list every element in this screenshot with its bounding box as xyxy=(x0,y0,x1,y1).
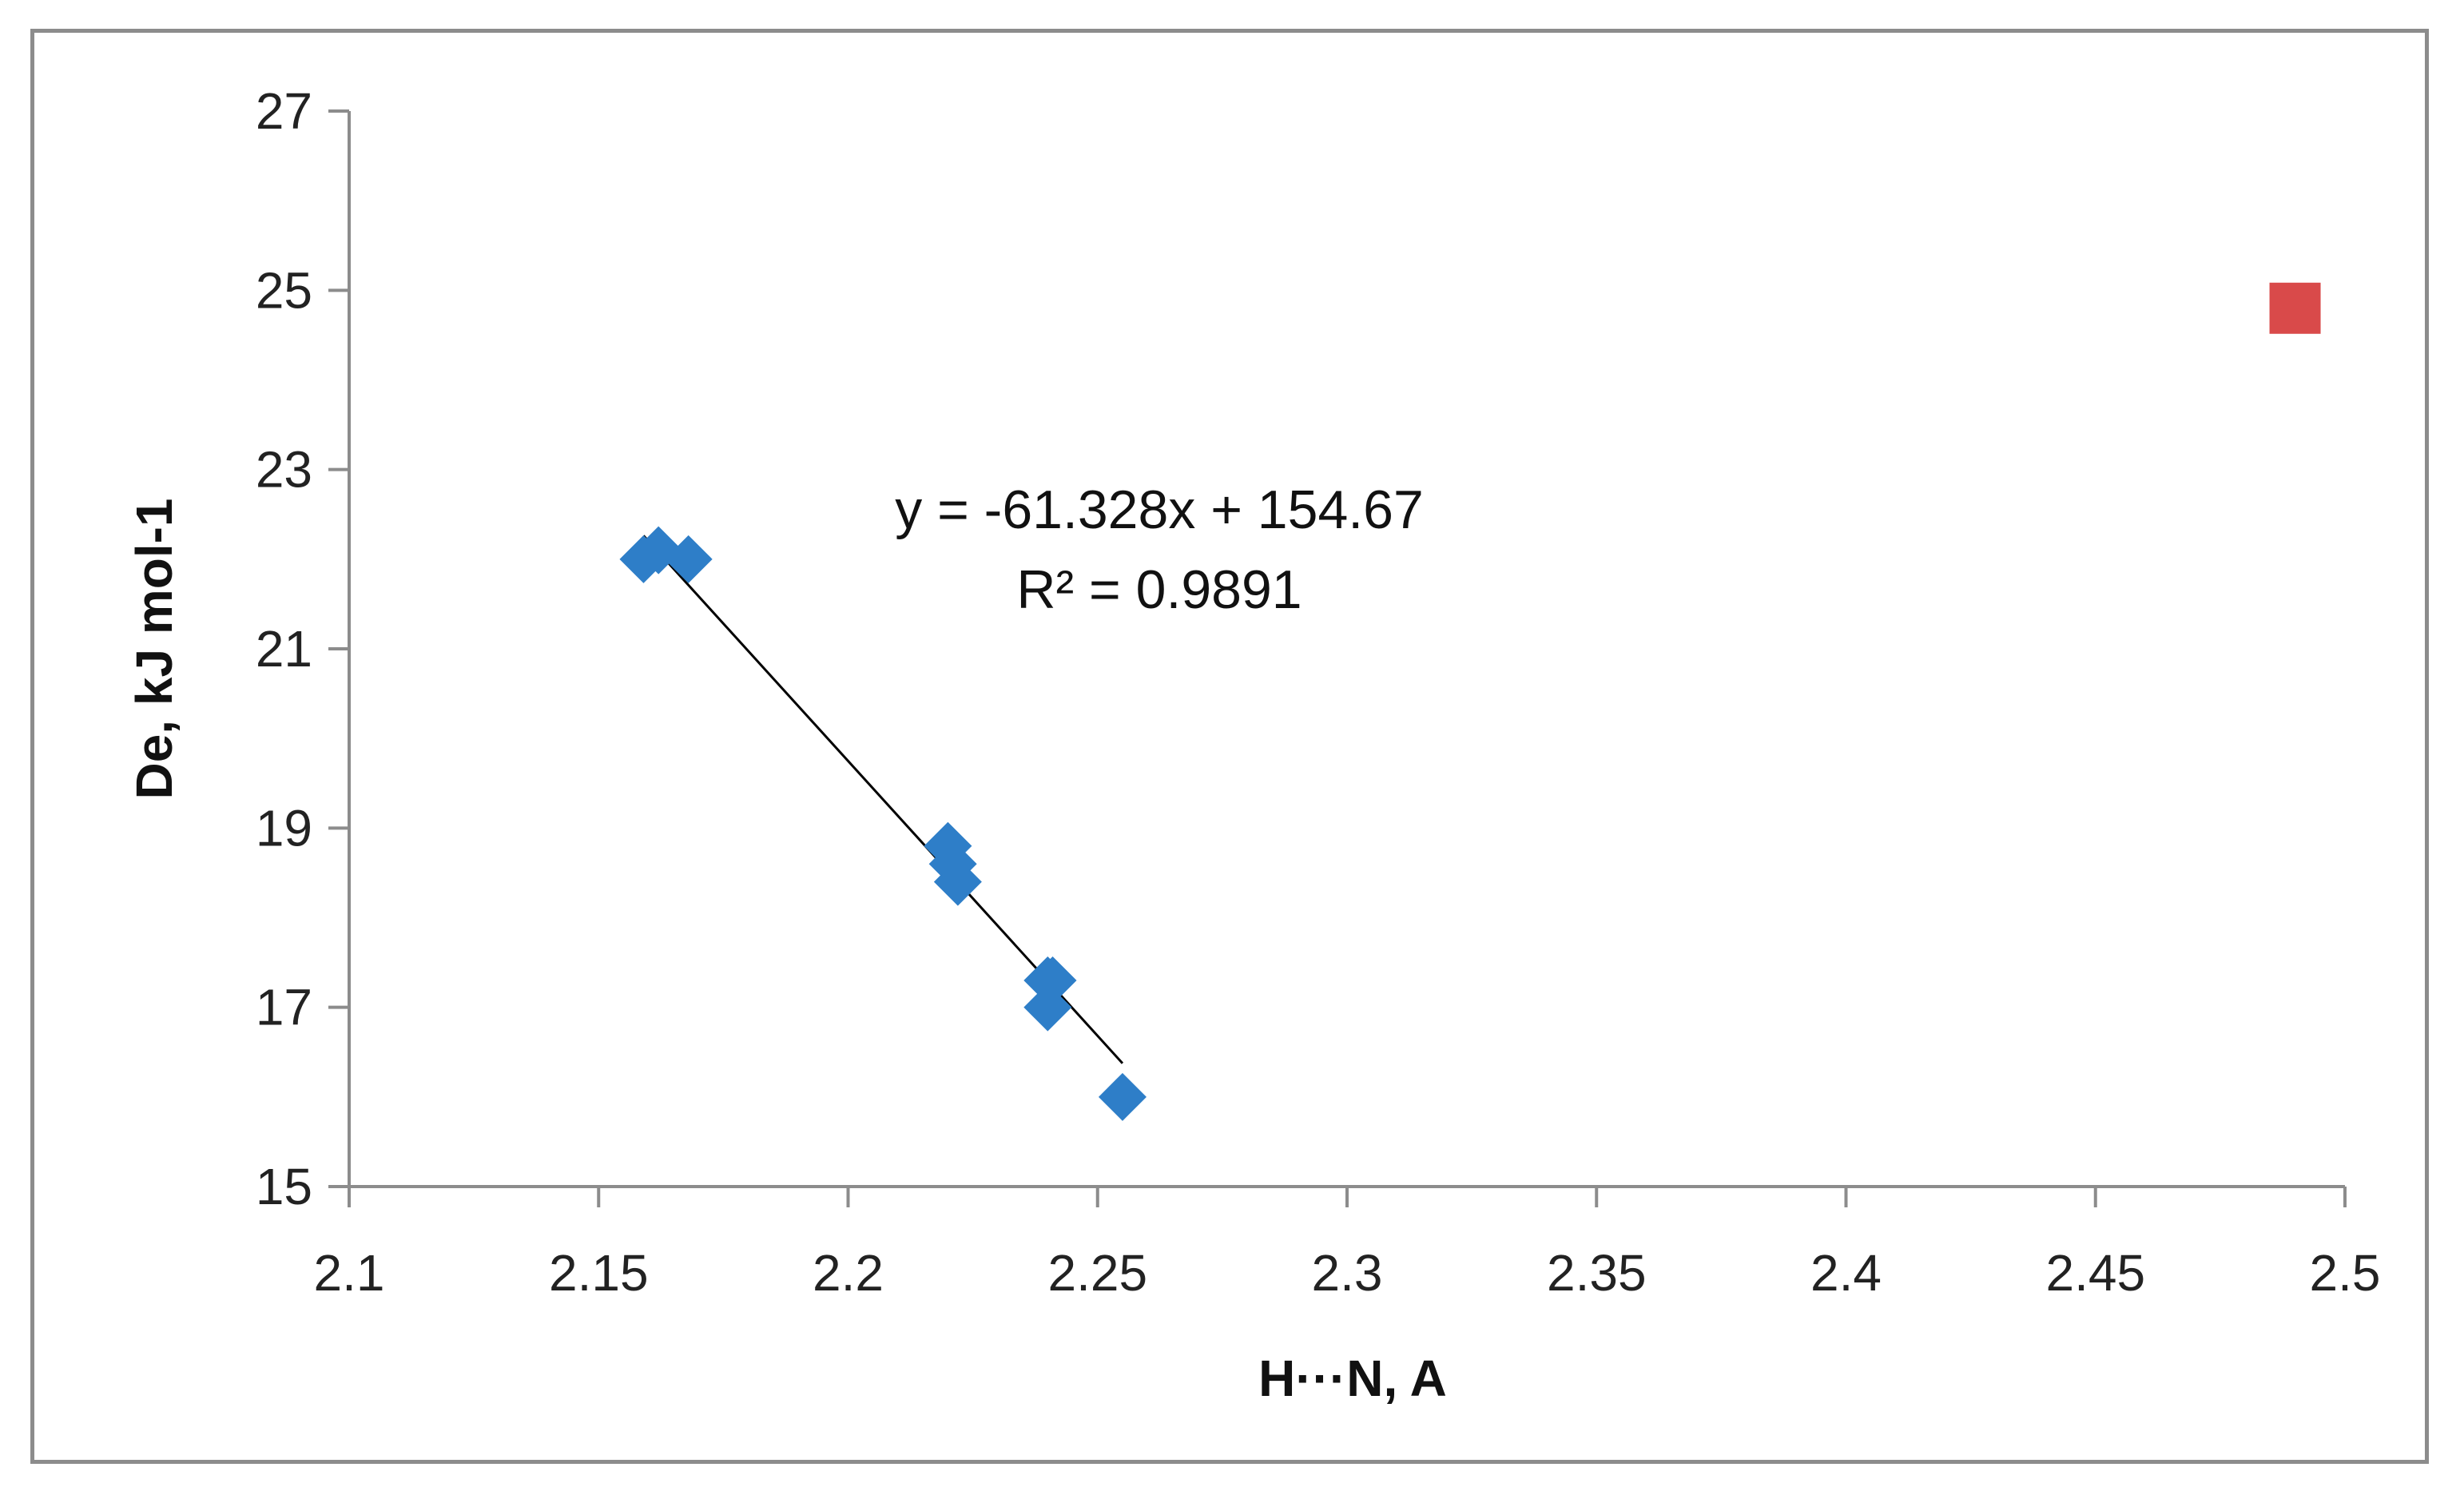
x-tick-label: 2.5 xyxy=(2310,1244,2381,1302)
trendline-equation: y = -61.328x + 154.67 xyxy=(895,479,1424,540)
data-points xyxy=(619,282,2321,1121)
data-point-square xyxy=(2269,282,2321,334)
y-tick-label: 25 xyxy=(256,261,312,319)
y-tick-label: 21 xyxy=(256,620,312,678)
scatter-chart: 15 17 19 21 23 25 27 2.1 2.15 2.2 2.25 2.3 2.35 2.4 2.… xyxy=(125,82,2381,1407)
x-tick-label: 2.2 xyxy=(813,1244,884,1302)
x-tick-label: 2.3 xyxy=(1312,1244,1383,1302)
x-axis-title: H···N, A xyxy=(1258,1350,1447,1407)
x-tick-label: 2.15 xyxy=(549,1244,649,1302)
data-point-diamond xyxy=(664,535,713,583)
y-tick-label: 23 xyxy=(256,441,312,499)
tick-labels: 15 17 19 21 23 25 27 2.1 2.15 2.2 2.25 2.3 2.35 2.4 2.… xyxy=(256,82,2381,1302)
x-tick-label: 2.45 xyxy=(2045,1244,2145,1302)
data-point-diamond xyxy=(933,857,982,906)
data-point-diamond xyxy=(1023,983,1072,1032)
x-tick-label: 2.25 xyxy=(1047,1244,1147,1302)
data-point-diamond xyxy=(1098,1072,1147,1121)
x-tick-label: 2.4 xyxy=(1810,1244,1882,1302)
y-tick-label: 19 xyxy=(256,799,312,857)
chart-frame: 15 17 19 21 23 25 27 2.1 2.15 2.2 2.25 2.3 2.35 2.4 2.… xyxy=(30,29,2429,1464)
y-tick-label: 27 xyxy=(256,82,312,140)
axes xyxy=(328,109,2347,1207)
x-tick-label: 2.1 xyxy=(314,1244,385,1302)
y-axis-title: De, kJ mol-1 xyxy=(125,498,183,799)
x-tick-label: 2.35 xyxy=(1547,1244,1647,1302)
trendline-r-squared: R² = 0.9891 xyxy=(1016,559,1302,620)
y-tick-label: 15 xyxy=(256,1158,312,1215)
y-tick-label: 17 xyxy=(256,979,312,1036)
